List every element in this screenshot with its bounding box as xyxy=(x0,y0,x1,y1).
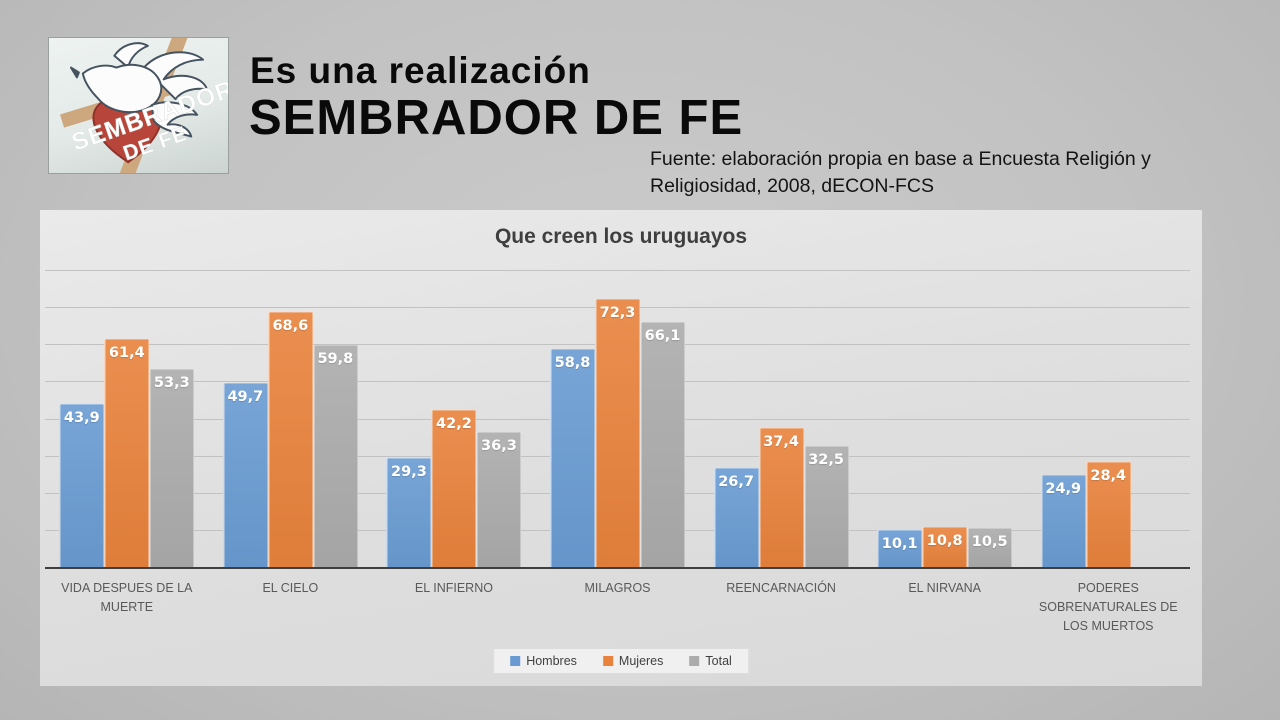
bar-value-label: 42,2 xyxy=(436,416,472,433)
bar-hombres-7: 24,9 xyxy=(1040,474,1086,567)
bar-value-label: 37,4 xyxy=(763,434,799,451)
bar-hombres-4: 58,8 xyxy=(550,348,596,567)
category-label-3: EL INFIERNO xyxy=(414,581,493,595)
legend-label: Mujeres xyxy=(618,654,664,668)
bar-value-label: 68,6 xyxy=(272,318,309,335)
bar-mujeres-2: 68,6 xyxy=(267,312,313,567)
legend-label: Total xyxy=(705,654,732,668)
legend-swatch-total xyxy=(689,656,700,666)
bar-mujeres-3: 42,2 xyxy=(431,410,477,567)
source-attribution: Fuente: elaboración propia en base a Enc… xyxy=(650,148,1151,198)
bar-group-3: 29,3 42,2 36,3 xyxy=(372,270,536,567)
bar-value-label: 32,5 xyxy=(808,452,844,469)
bar-group-6: 10,1 10,8 10,5 xyxy=(863,270,1027,567)
bar-value-label: 53,3 xyxy=(153,375,190,392)
chart-legend: Hombres Mujeres Total xyxy=(493,648,749,674)
bar-total-1: 53,3 xyxy=(149,369,195,567)
bar-group-4: 58,8 72,3 66,1 xyxy=(536,270,700,567)
bar-value-label: 49,7 xyxy=(227,388,264,405)
bar-hombres-5: 26,7 xyxy=(713,467,759,567)
slide-title: SEMBRADOR DE FE xyxy=(249,91,744,145)
bar-total-6: 10,5 xyxy=(967,528,1013,567)
bar-group-7: 24,9 28,4 xyxy=(1026,270,1190,567)
legend-swatch-mujeres xyxy=(602,656,613,666)
bar-mujeres-7: 28,4 xyxy=(1085,461,1131,567)
bar-group-1: 43,9 61,4 53,3 xyxy=(45,270,209,567)
chart-panel: Que creen los uruguayos 43,9 61,4 53,3 49,7… xyxy=(40,210,1202,686)
gridline-80 xyxy=(45,270,1190,271)
sembrador-de-fe-logo: SEMBRADOR DE FE xyxy=(48,37,229,174)
bar-value-label: 10,5 xyxy=(971,534,1008,551)
bar-value-label: 36,3 xyxy=(481,438,517,455)
bar-total-3: 36,3 xyxy=(476,432,522,567)
chart-title: Que creen los uruguayos xyxy=(494,225,748,248)
dove-icon xyxy=(70,42,208,138)
bar-hombres-6: 10,1 xyxy=(877,529,923,567)
dove-cross-heart-illustration: SEMBRADOR DE FE xyxy=(60,38,228,173)
category-axis: VIDA DESPUES DE LA MUERTE EL CIELO EL INFI… xyxy=(45,579,1190,635)
legend-item-hombres: Hombres xyxy=(510,654,577,668)
category-label-2: EL CIELO xyxy=(262,581,319,595)
legend-label: Hombres xyxy=(526,654,577,668)
bar-value-label: 72,3 xyxy=(599,304,636,321)
plot-area: 43,9 61,4 53,3 49,7 68,6 59,8 29,3 42,2 36,3 58,8… xyxy=(45,270,1190,569)
bar-value-label: 26,7 xyxy=(718,473,754,490)
legend-item-total: Total xyxy=(689,654,732,668)
bar-mujeres-5: 37,4 xyxy=(758,428,804,567)
bar-value-label: 28,4 xyxy=(1090,467,1127,484)
bar-value-label: 61,4 xyxy=(108,345,145,362)
legend-item-mujeres: Mujeres xyxy=(602,654,664,668)
bar-value-label: 29,3 xyxy=(391,464,427,481)
bar-total-4: 66,1 xyxy=(640,321,686,567)
category-label-7: PODERES SOBRENATURALES DE LOS MUERTOS xyxy=(1038,581,1178,633)
bar-groups: 43,9 61,4 53,3 49,7 68,6 59,8 29,3 42,2 36,3 58,8… xyxy=(45,270,1190,567)
bar-value-label: 66,1 xyxy=(644,327,681,344)
bar-mujeres-1: 61,4 xyxy=(104,339,150,567)
category-label-1: VIDA DESPUES DE LA MUERTE xyxy=(61,581,193,614)
bar-value-label: 10,1 xyxy=(881,535,918,552)
category-label-6: EL NIRVANA xyxy=(908,581,982,595)
bar-hombres-1: 43,9 xyxy=(59,404,105,567)
bar-total-2: 59,8 xyxy=(312,345,358,567)
slide-subtitle: Es una realización xyxy=(250,50,591,91)
bar-value-label: 59,8 xyxy=(317,351,354,367)
bar-value-label: 58,8 xyxy=(554,354,591,371)
bar-group-2: 49,7 68,6 59,8 xyxy=(209,270,373,567)
bar-mujeres-6: 10,8 xyxy=(922,526,968,567)
bar-total-5: 32,5 xyxy=(803,446,849,567)
bar-hombres-3: 29,3 xyxy=(386,458,432,567)
category-label-5: REENCARNACIÓN xyxy=(726,581,836,595)
bar-value-label: 10,8 xyxy=(926,532,963,549)
legend-swatch-hombres xyxy=(510,656,521,666)
category-label-4: MILAGROS xyxy=(584,581,651,595)
bar-value-label: 24,9 xyxy=(1045,480,1082,497)
bar-hombres-2: 49,7 xyxy=(222,382,268,567)
bar-group-5: 26,7 37,4 32,5 xyxy=(699,270,863,567)
bar-value-label: 43,9 xyxy=(63,410,100,427)
bar-mujeres-4: 72,3 xyxy=(595,298,641,567)
